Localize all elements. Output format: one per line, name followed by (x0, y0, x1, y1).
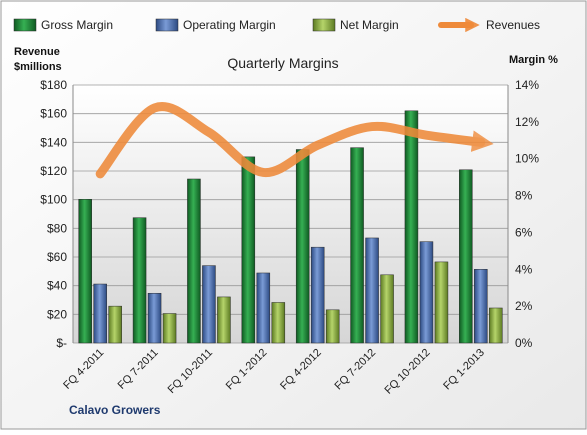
left-tick-label: $80 (47, 221, 67, 235)
operating-margin-bar (93, 283, 107, 344)
legend-label-gross-margin: Gross Margin (41, 18, 113, 32)
left-tick-label: $100 (40, 193, 67, 207)
gross-margin-bar (404, 110, 419, 344)
gross-margin-bar (295, 149, 310, 344)
left-tick-label: $60 (47, 250, 67, 264)
legend-label-net-margin: Net Margin (340, 18, 399, 32)
left-axis-ticks: $- $20 $40 $60 $80 $100 $120 $140 $160 $180 (40, 78, 67, 350)
legend-label-revenues: Revenues (486, 18, 540, 32)
operating-margin-bar (365, 237, 379, 344)
operating-margin-bar (256, 272, 271, 344)
right-tick-label: 8% (515, 189, 533, 203)
right-tick-label: 0% (515, 336, 533, 350)
net-margin-bar (434, 261, 449, 344)
right-axis-ticks: 0% 2% 4% 6% 8% 10% 12% 14% (515, 78, 539, 350)
revenue-line (95, 102, 494, 179)
left-tick-label: $180 (40, 78, 67, 92)
chart-title: Quarterly Margins (227, 55, 338, 71)
right-tick-label: 12% (515, 115, 539, 129)
right-tick-label: 14% (515, 78, 539, 92)
left-tick-label: $140 (40, 135, 67, 149)
gross-margin-bar (132, 217, 147, 344)
gross-margin-bar (459, 169, 473, 344)
legend-swatch-net-margin (312, 18, 336, 32)
right-tick-label: 10% (515, 152, 539, 166)
operating-margin-bar (474, 269, 488, 344)
operating-margin-bar (202, 265, 216, 344)
right-axis-label: Margin % (509, 54, 558, 66)
revenues-line (95, 102, 494, 179)
gross-margin-bar (350, 147, 364, 344)
gross-margin-bar (187, 178, 201, 344)
left-axis-label-line2: $millions (14, 61, 62, 73)
gross-margin-bar (78, 199, 92, 344)
net-margin-bar (271, 302, 286, 344)
bars (78, 110, 503, 344)
operating-margin-bar (310, 246, 325, 344)
left-tick-label: $40 (47, 279, 67, 293)
net-margin-bar (489, 307, 503, 344)
company-label: Calavo Growers (69, 403, 161, 417)
right-tick-label: 4% (515, 262, 533, 276)
operating-margin-bar (147, 292, 162, 344)
left-tick-label: $20 (47, 307, 67, 321)
net-margin-bar (325, 309, 340, 344)
legend-swatch-gross-margin (13, 18, 37, 32)
legend: Gross Margin Operating Margin Net Margin Re… (13, 17, 540, 33)
right-tick-label: 6% (515, 225, 533, 239)
right-tick-label: 2% (515, 299, 533, 313)
legend-swatch-operating-margin (155, 18, 179, 32)
net-margin-bar (162, 313, 177, 344)
net-margin-bar (380, 274, 394, 344)
left-tick-label: $160 (40, 107, 67, 121)
legend-label-operating-margin: Operating Margin (183, 18, 276, 32)
net-margin-bar (108, 305, 122, 344)
operating-margin-bar (419, 241, 434, 344)
left-tick-label: $120 (40, 164, 67, 178)
left-tick-label: $- (56, 336, 67, 350)
left-axis-label-line1: Revenue (14, 46, 60, 58)
net-margin-bar (217, 296, 231, 344)
gross-margin-bar (241, 156, 256, 344)
